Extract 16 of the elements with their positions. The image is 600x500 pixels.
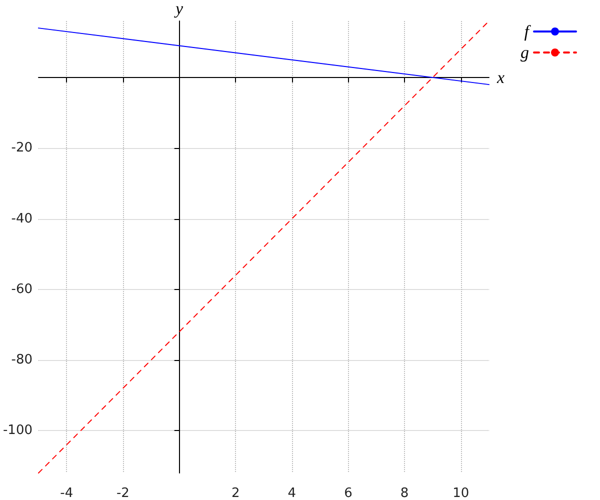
y-tick-label: -40 <box>11 211 33 226</box>
x-tick-label: -2 <box>116 486 130 500</box>
y-tick-label: -80 <box>11 352 33 368</box>
x-tick-label: 2 <box>231 486 240 500</box>
x-tick-label: 4 <box>288 486 296 500</box>
y-tick-label: -60 <box>11 282 33 297</box>
x-tick-label: 10 <box>452 486 470 500</box>
y-tick-label: -100 <box>2 423 33 438</box>
y-tick-label: -20 <box>11 140 33 156</box>
legend-label: f <box>524 22 532 41</box>
x-tick-label: 8 <box>400 486 409 500</box>
x-axis-title: x <box>496 68 505 87</box>
x-tick-label: 6 <box>344 486 352 500</box>
y-axis-title: y <box>174 0 184 18</box>
x-tick-label: -4 <box>60 486 74 500</box>
legend-label: g <box>520 43 529 62</box>
